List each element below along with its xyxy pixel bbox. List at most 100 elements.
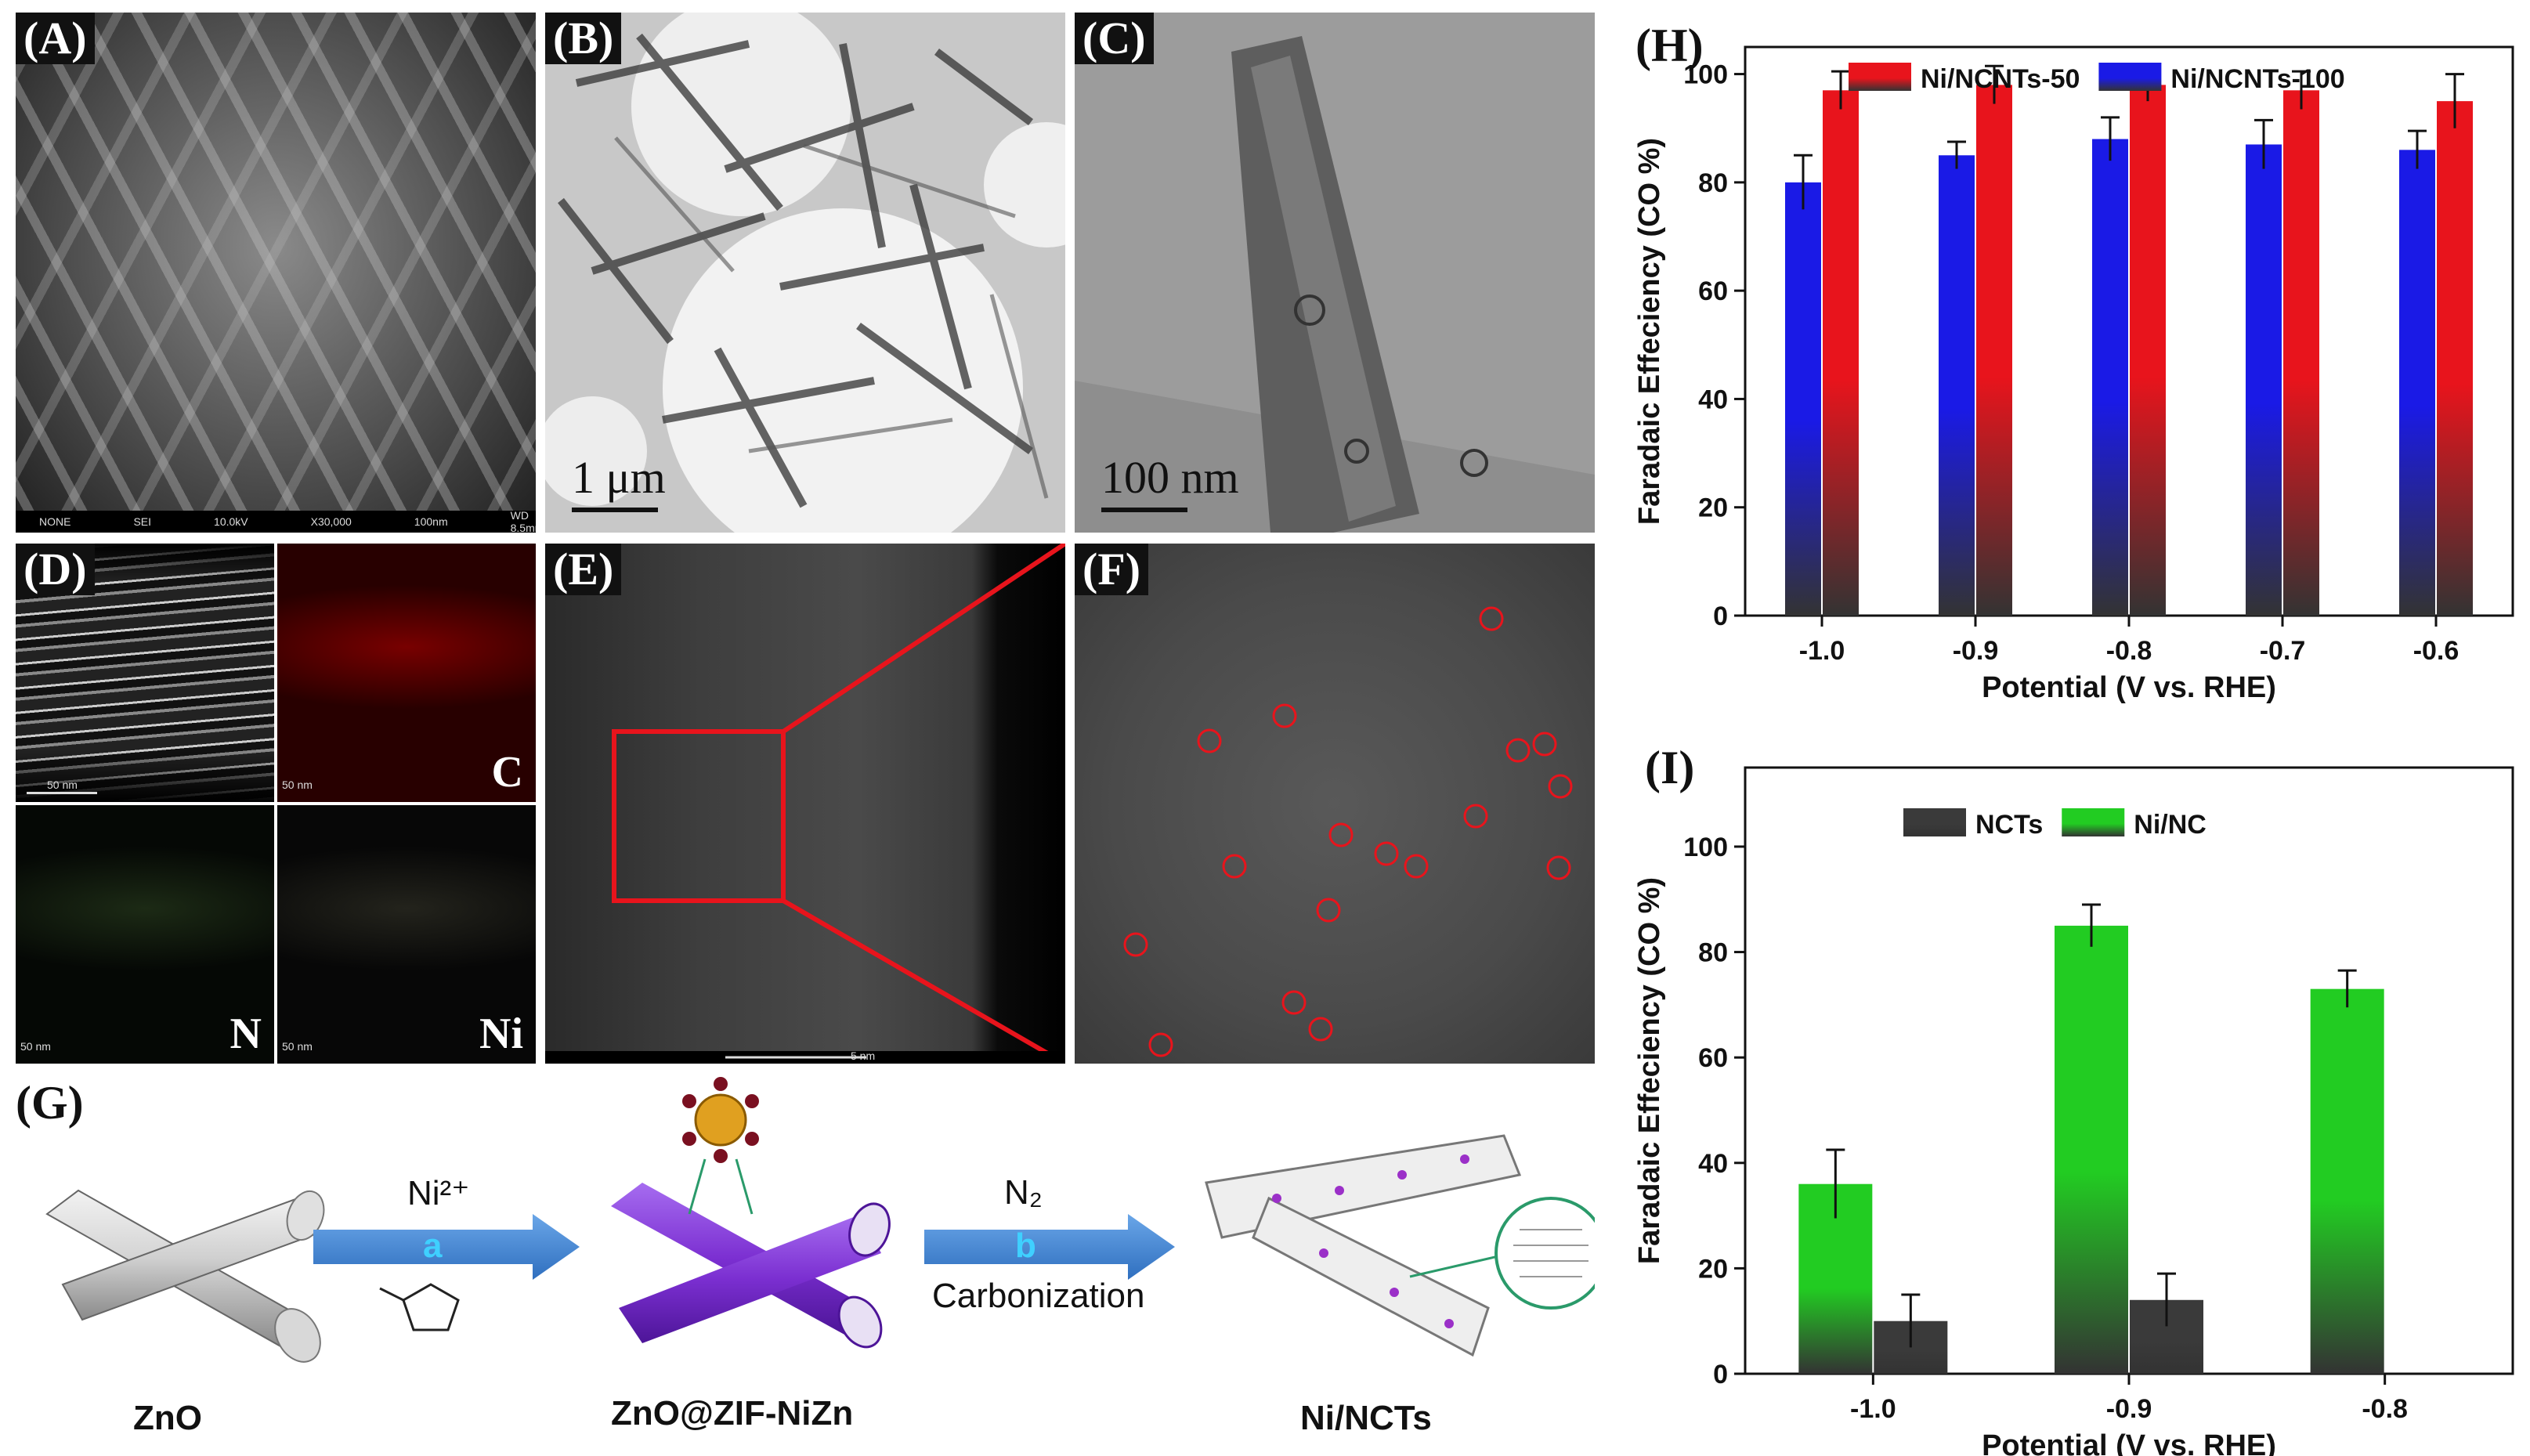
step-b-condition: Carbonization bbox=[932, 1277, 1145, 1315]
panel-h-chart: (H) 0 20 40 60 80 100 -1.0 -0.9 -0.8 -0.7 -0.6 Pote… bbox=[1614, 0, 2530, 721]
zif-unit-cell bbox=[682, 1077, 759, 1215]
bar-ni-ncnts-100 bbox=[1785, 182, 1821, 616]
legend-label: Ni/NCNTs-50 bbox=[1921, 64, 2080, 94]
panel-label: (A) bbox=[16, 13, 95, 64]
imidazole-molecule bbox=[379, 1283, 460, 1331]
bar-ni-ncnts-100 bbox=[2399, 150, 2435, 616]
sem-info-bar: NONE SEI 10.0kV X30,000 100nm WD 8.5mm bbox=[16, 509, 536, 533]
y-tick-label: 20 bbox=[1698, 493, 1728, 523]
x-tick-label: -0.9 bbox=[1953, 636, 1999, 666]
bar-ni-nc bbox=[2055, 925, 2128, 1374]
scheme-graphic bbox=[45, 1077, 1595, 1363]
tem-single-tube-graphic bbox=[1075, 36, 1595, 533]
step-a-letter: a bbox=[423, 1227, 443, 1265]
panel-label: (F) bbox=[1075, 544, 1149, 595]
ni-ncts-tubes bbox=[1205, 1134, 1595, 1357]
panel-label: (I) bbox=[1645, 742, 1695, 793]
step-a-reagent: Ni²⁺ bbox=[407, 1174, 470, 1212]
step-b-gas: N₂ bbox=[1004, 1173, 1043, 1212]
sem-info-text: X30,000 bbox=[310, 515, 352, 528]
zif-coated-rods bbox=[611, 1183, 891, 1349]
eds-map-ni: 50 nm Ni bbox=[277, 805, 536, 1064]
panel-i-chart: (I) 0 20 40 60 80 100 -1.0 -0.9 -0.8 Potential (V… bbox=[1614, 728, 2530, 1456]
y-tick-label: 60 bbox=[1698, 1043, 1728, 1073]
x-axis-label: Potential (V vs. RHE) bbox=[1982, 1429, 2276, 1456]
y-tick-label: 0 bbox=[1713, 1360, 1728, 1389]
scale-bar-label: 1 μm bbox=[572, 452, 666, 503]
legend-label: Ni/NC bbox=[2134, 810, 2207, 840]
product-label: Ni/NCTs bbox=[1300, 1399, 1432, 1437]
eds-map-c: 50 nm C bbox=[277, 544, 536, 802]
bar-ni-ncnts-50 bbox=[2437, 101, 2473, 616]
sem-info-text: 100nm bbox=[414, 515, 448, 528]
y-tick-label: 100 bbox=[1683, 833, 1728, 862]
panel-f-zoom-image: (F) bbox=[1075, 544, 1595, 1064]
y-tick-label: 80 bbox=[1698, 168, 1728, 198]
eds-map-n: 50 nm N bbox=[16, 805, 274, 1064]
zif-label: ZnO@ZIF-NiZn bbox=[611, 1394, 854, 1433]
element-label-ni: Ni bbox=[479, 1010, 523, 1058]
x-tick-label: -0.6 bbox=[2413, 636, 2460, 666]
y-tick-label: 20 bbox=[1698, 1254, 1728, 1284]
y-tick-label: 40 bbox=[1698, 1149, 1728, 1179]
x-tick-label: -0.8 bbox=[2362, 1394, 2408, 1424]
legend-label: NCTs bbox=[1975, 810, 2043, 840]
y-tick-label: 80 bbox=[1698, 938, 1728, 968]
panel-a-sem-image: (A) NONE SEI 10.0kV X30,000 100nm WD 8.5… bbox=[16, 13, 536, 533]
step-b-letter: b bbox=[1015, 1227, 1036, 1265]
x-tick-label: -0.7 bbox=[2260, 636, 2306, 666]
plot-frame bbox=[1744, 45, 2514, 617]
panel-label: (C) bbox=[1075, 13, 1154, 64]
y-tick-label: 0 bbox=[1713, 602, 1728, 631]
panel-label: (B) bbox=[545, 13, 622, 64]
y-axis-label: Faradaic Effeciency (CO %) bbox=[1633, 877, 1666, 1264]
legend-swatch bbox=[2062, 808, 2125, 836]
eds-scale-label: 50 nm bbox=[282, 779, 313, 791]
zoom-box-graphic bbox=[545, 544, 1065, 1064]
zno-label: ZnO bbox=[133, 1399, 202, 1437]
y-tick-label: 100 bbox=[1683, 60, 1728, 90]
bar-ni-ncnts-50 bbox=[1823, 90, 1859, 616]
bar-ni-ncnts-50 bbox=[2283, 90, 2319, 616]
eds-scale-label: 50 nm bbox=[47, 779, 78, 791]
y-tick-label: 60 bbox=[1698, 276, 1728, 306]
x-tick-label: -1.0 bbox=[1850, 1394, 1896, 1424]
panel-label: (H) bbox=[1635, 20, 1704, 71]
bar-ni-nc bbox=[2310, 988, 2384, 1374]
scale-bar bbox=[1101, 508, 1187, 512]
single-atom-markers bbox=[1123, 606, 1573, 1057]
x-tick-label: -1.0 bbox=[1799, 636, 1845, 666]
legend-swatch bbox=[2098, 63, 2162, 91]
zno-rods bbox=[45, 1189, 325, 1363]
scale-bar-label: 100 nm bbox=[1101, 452, 1239, 503]
tem-nanotubes-graphic bbox=[545, 13, 1065, 533]
element-label-c: C bbox=[491, 748, 523, 797]
panel-e-haadf-image: 5 nm (E) bbox=[545, 544, 1065, 1064]
haadf-scale-label: 5 nm bbox=[851, 1050, 876, 1062]
panel-c-tem-image: (C) 100 nm bbox=[1075, 13, 1595, 533]
y-axis-label: Faradaic Effeciency (CO %) bbox=[1633, 138, 1666, 525]
y-tick-label: 40 bbox=[1698, 385, 1728, 414]
panel-g-synthesis-scheme: (G) bbox=[16, 1073, 1595, 1449]
bar-ni-ncnts-50 bbox=[1976, 85, 2012, 616]
x-tick-label: -0.8 bbox=[2106, 636, 2152, 666]
panel-b-tem-image: (B) 1 μm bbox=[545, 13, 1065, 533]
bar-ni-ncnts-50 bbox=[2130, 85, 2166, 616]
sem-info-text: SEI bbox=[133, 515, 152, 528]
bar-ni-ncnts-100 bbox=[2246, 144, 2282, 616]
x-axis-label: Potential (V vs. RHE) bbox=[1982, 671, 2276, 704]
sem-info-text: WD 8.5mm bbox=[510, 509, 536, 533]
panel-d-eds-maps: 50 nm 50 nm C 50 nm N 50 nm Ni (D) bbox=[16, 544, 536, 1064]
eds-scale-label: 50 nm bbox=[20, 1040, 51, 1053]
panel-label: (D) bbox=[16, 544, 95, 595]
scale-bar bbox=[572, 508, 658, 512]
chart-h-svg: 0 20 40 60 80 100 -1.0 -0.9 -0.8 -0.7 -0.6 Potentia… bbox=[1633, 45, 2514, 704]
panel-label: (E) bbox=[545, 544, 622, 595]
legend-label: Ni/NCNTs-100 bbox=[2170, 64, 2344, 94]
bar-ni-ncnts-100 bbox=[2092, 139, 2128, 616]
x-tick-label: -0.9 bbox=[2106, 1394, 2152, 1424]
chart-i-svg: 0 20 40 60 80 100 -1.0 -0.9 -0.8 Potential (V vs.… bbox=[1633, 766, 2514, 1456]
sem-info-text: NONE bbox=[39, 515, 71, 528]
legend-swatch bbox=[1903, 808, 1966, 836]
panel-label: (G) bbox=[16, 1077, 84, 1129]
